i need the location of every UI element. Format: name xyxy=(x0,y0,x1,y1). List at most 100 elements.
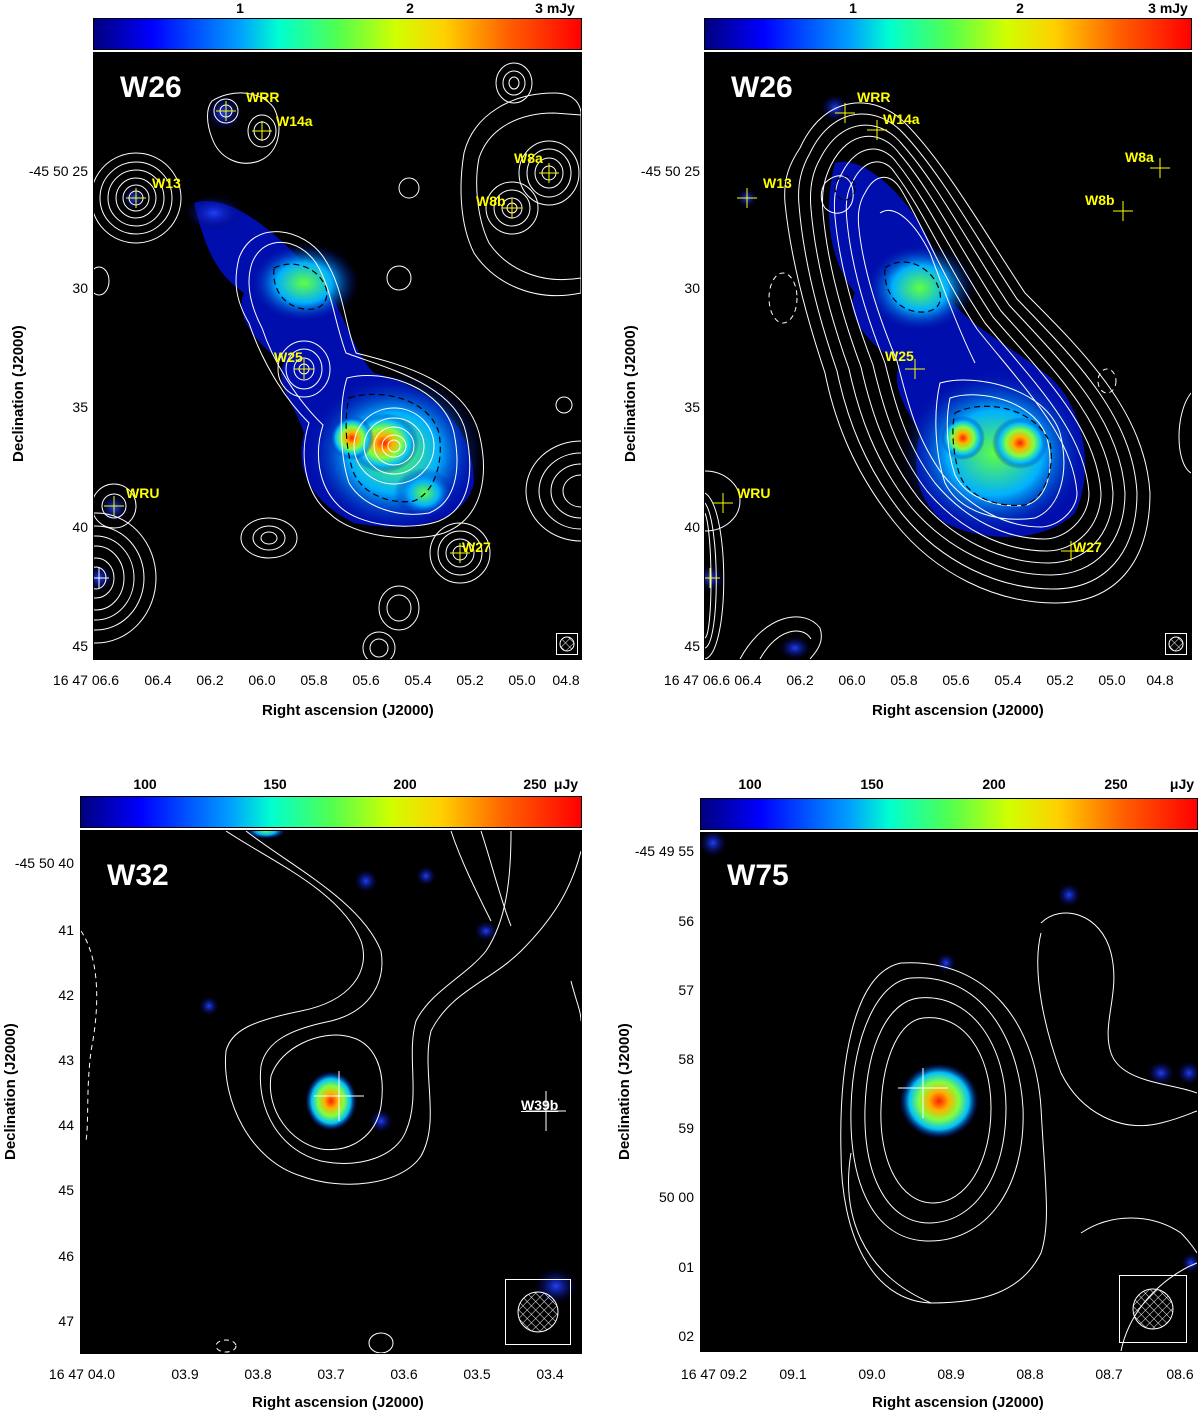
source-label-w27: W27 xyxy=(462,539,491,555)
source-label-w8a: W8a xyxy=(1125,149,1154,165)
y-tick-label: 45 xyxy=(72,638,88,654)
x-tick-label: 05.8 xyxy=(300,672,328,688)
x-tick-label: 06.4 xyxy=(734,672,762,688)
image-plot: W75 xyxy=(700,832,1198,1352)
x-tick-label: 06.2 xyxy=(786,672,814,688)
x-tick-label: 06.0 xyxy=(838,672,866,688)
colorbar-unit-label: μJy xyxy=(1169,776,1195,792)
colorbar xyxy=(704,18,1192,50)
colorbar-tick: 100 xyxy=(133,776,157,792)
x-tick-label: 03.4 xyxy=(536,1366,564,1382)
colorbar-unit-label: μJy xyxy=(553,776,579,792)
x-tick-label: 06.0 xyxy=(248,672,276,688)
x-axis-label: Right ascension (J2000) xyxy=(872,1394,1044,1411)
x-axis-label: Right ascension (J2000) xyxy=(252,1394,424,1411)
colorbar-tick: 1 xyxy=(236,0,244,16)
x-tick-label: 08.8 xyxy=(1016,1366,1044,1382)
source-label-w25: W25 xyxy=(274,349,303,365)
colorbar-tick: 200 xyxy=(982,776,1006,792)
y-tick-label: 56 xyxy=(678,913,694,929)
x-tick-label: 05.6 xyxy=(352,672,380,688)
y-tick-label: 02 xyxy=(678,1328,694,1344)
x-tick-label: 04.8 xyxy=(552,672,580,688)
y-tick-label: 40 xyxy=(684,519,700,535)
x-tick-label: 05.0 xyxy=(1098,672,1126,688)
panel-title: W32 xyxy=(107,859,169,892)
x-tick-label: 08.6 xyxy=(1166,1366,1194,1382)
x-tick-label: 03.8 xyxy=(244,1366,272,1382)
panel-title: W75 xyxy=(727,859,789,892)
x-tick-label: 05.0 xyxy=(508,672,536,688)
source-label-w8b: W8b xyxy=(476,193,506,209)
source-label-w8a: W8a xyxy=(514,150,543,166)
colorbar-tick: 2 xyxy=(406,0,414,16)
y-axis-label: Declination (J2000) xyxy=(10,325,27,462)
source-label-w8b: W8b xyxy=(1085,192,1115,208)
y-axis-label: Declination (J2000) xyxy=(622,325,639,462)
y-axis-label: Declination (J2000) xyxy=(616,1023,633,1160)
y-tick-label: 57 xyxy=(678,982,694,998)
y-tick-label: 43 xyxy=(58,1052,74,1068)
x-tick-label: 09.1 xyxy=(779,1366,807,1382)
source-label-w39b: W39b xyxy=(521,1097,559,1113)
y-tick-label: 35 xyxy=(72,399,88,415)
emission-map xyxy=(705,94,1191,659)
x-tick-label: 08.9 xyxy=(937,1366,965,1382)
y-tick-label: -45 50 40 xyxy=(14,855,74,871)
y-tick-label: -45 50 25 xyxy=(28,163,88,179)
x-tick-label: 05.2 xyxy=(456,672,484,688)
y-tick-label: 45 xyxy=(684,638,700,654)
source-label-w25: W25 xyxy=(885,348,914,364)
colorbar-unit-label: 3 mJy xyxy=(1148,0,1188,16)
x-axis-label: Right ascension (J2000) xyxy=(262,702,434,719)
colorbar-tick: 250 xyxy=(1104,776,1128,792)
x-tick-label: 16 47 09.2 xyxy=(680,1366,748,1382)
beam-indicator xyxy=(1119,1275,1187,1343)
source-label-wru: WRU xyxy=(126,485,160,501)
colorbar-tick: 2 xyxy=(1016,0,1024,16)
x-tick-label: 06.2 xyxy=(196,672,224,688)
y-tick-label: 30 xyxy=(684,280,700,296)
panel-title: W26 xyxy=(731,71,793,104)
x-axis-label: Right ascension (J2000) xyxy=(872,702,1044,719)
colorbar-tick: 250 xyxy=(523,776,547,792)
x-tick-label: 09.0 xyxy=(858,1366,886,1382)
colorbar-tick: 100 xyxy=(738,776,762,792)
colorbar xyxy=(80,796,582,828)
x-tick-label: 03.6 xyxy=(390,1366,418,1382)
source-label-wru: WRU xyxy=(737,485,771,501)
x-tick-label: 03.5 xyxy=(463,1366,491,1382)
x-tick-label: 06.4 xyxy=(144,672,172,688)
source-label-wrr: WRR xyxy=(857,89,891,105)
colorbar-tick: 200 xyxy=(393,776,417,792)
y-axis-label: Declination (J2000) xyxy=(2,1023,19,1160)
beam-indicator xyxy=(505,1279,571,1345)
x-tick-label: 05.6 xyxy=(942,672,970,688)
x-tick-label: 16 47 04.0 xyxy=(48,1366,116,1382)
y-tick-label: 58 xyxy=(678,1051,694,1067)
y-tick-label: 50 00 xyxy=(658,1189,694,1205)
colorbar-tick: 1 xyxy=(849,0,857,16)
x-tick-label: 05.2 xyxy=(1046,672,1074,688)
emission-map xyxy=(94,62,581,659)
y-tick-label: 42 xyxy=(58,987,74,1003)
source-label-wrr: WRR xyxy=(246,89,280,105)
y-tick-label: 35 xyxy=(684,399,700,415)
colorbar-tick: 150 xyxy=(860,776,884,792)
x-tick-label: 04.8 xyxy=(1146,672,1174,688)
source-label-w14a: W14a xyxy=(276,113,313,129)
x-tick-label: 16 47 06.6 xyxy=(52,672,120,688)
x-tick-label: 16 47 06.6 xyxy=(663,672,731,688)
x-tick-label: 05.4 xyxy=(994,672,1022,688)
beam-indicator xyxy=(556,633,578,655)
y-tick-label: 01 xyxy=(678,1259,694,1275)
colorbar-unit-label: 3 mJy xyxy=(535,0,575,16)
panel-title: W26 xyxy=(120,71,182,104)
image-plot: W32 W39b xyxy=(80,830,582,1354)
x-tick-label: 08.7 xyxy=(1095,1366,1123,1382)
y-tick-label: 44 xyxy=(58,1117,74,1133)
colorbar xyxy=(700,798,1198,830)
image-plot: W26 WRR W14a W13 W8a W8b W25 WRU W27 xyxy=(93,52,582,660)
x-tick-label: 05.8 xyxy=(890,672,918,688)
x-tick-label: 03.9 xyxy=(171,1366,199,1382)
